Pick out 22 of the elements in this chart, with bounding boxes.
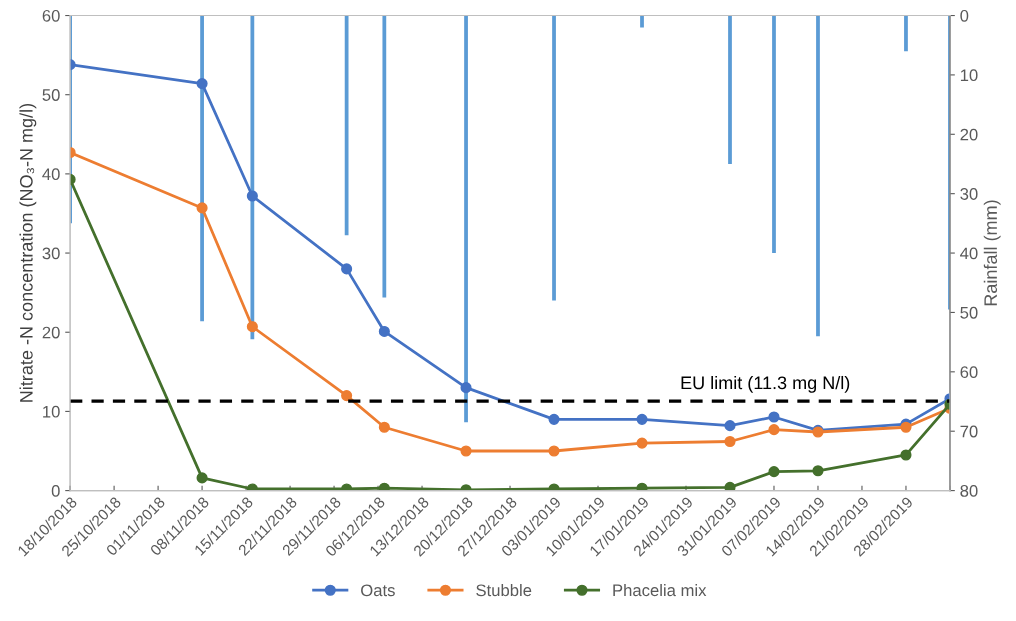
legend-label: Stubble xyxy=(476,583,532,597)
y2-tick-label: 40 xyxy=(960,247,978,260)
y2-tick-label: 30 xyxy=(960,188,978,200)
y2-axis-title: Rainfall (mm) xyxy=(983,200,1001,306)
y-tick-label: 60 xyxy=(42,9,60,22)
y-tick-label: 10 xyxy=(43,405,60,418)
legend-label: Phacelia mix xyxy=(613,583,707,597)
y2-tick-label: 80 xyxy=(960,484,978,497)
y-axis-title: Nitrate -N concentration (NO₃-N mg/l) xyxy=(19,104,37,402)
y2-tick-label: 50 xyxy=(960,306,978,319)
y2-tick-label: 10 xyxy=(960,69,978,82)
y-tick-label: 20 xyxy=(42,326,60,339)
y-tick-label: 30 xyxy=(42,247,60,260)
y2-tick-label: 20 xyxy=(960,128,978,141)
legend-label: Oats xyxy=(361,584,395,597)
y2-tick-label: 0 xyxy=(960,9,969,22)
y-tick-label: 50 xyxy=(42,89,60,101)
y-tick-label: 40 xyxy=(42,168,60,181)
y2-tick-label: 60 xyxy=(960,366,978,379)
y-tick-label: 0 xyxy=(51,484,60,497)
ref-line-label: EU limit (11.3 mg N/l) xyxy=(681,375,850,393)
y2-tick-label: 70 xyxy=(960,425,978,438)
